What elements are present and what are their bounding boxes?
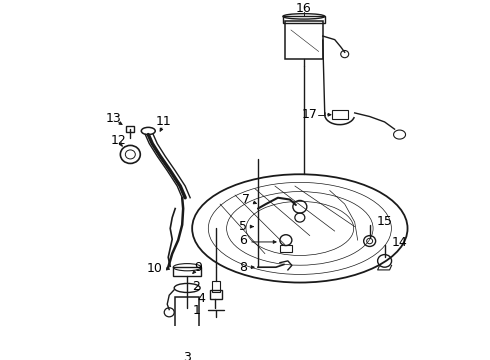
Bar — [212, 281, 220, 292]
Text: 17: 17 — [302, 108, 318, 121]
Text: 4: 4 — [197, 292, 205, 305]
Bar — [173, 267, 201, 276]
Text: 15: 15 — [377, 215, 392, 228]
Text: 7: 7 — [242, 193, 250, 206]
Text: 9: 9 — [194, 261, 202, 274]
Bar — [283, 16, 325, 23]
Bar — [126, 126, 134, 132]
Text: 10: 10 — [147, 262, 162, 275]
Text: 12: 12 — [110, 134, 126, 147]
Text: 5: 5 — [239, 220, 247, 233]
Bar — [175, 297, 199, 347]
Text: 1: 1 — [192, 304, 200, 317]
Bar — [210, 290, 222, 299]
Bar — [332, 110, 348, 119]
Bar — [285, 21, 323, 59]
Text: 3: 3 — [183, 351, 191, 360]
Text: 16: 16 — [296, 2, 312, 15]
Text: 14: 14 — [392, 237, 408, 249]
Text: 6: 6 — [239, 234, 247, 247]
Text: 11: 11 — [155, 116, 171, 129]
Text: 8: 8 — [239, 261, 247, 274]
Bar — [280, 245, 292, 252]
Text: 13: 13 — [105, 112, 121, 125]
Text: 2: 2 — [192, 280, 200, 293]
